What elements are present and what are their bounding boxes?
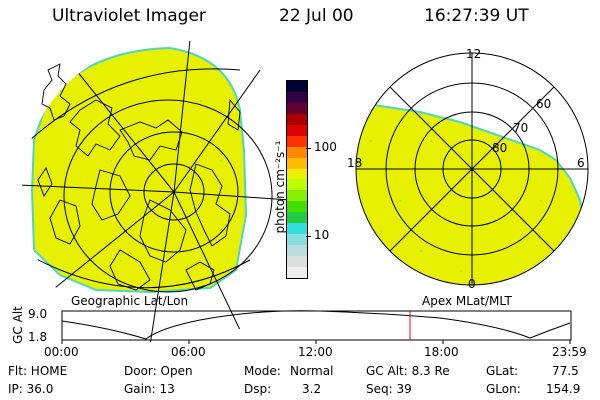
mlt-label-6: 6 <box>577 156 585 170</box>
filter-status: Flt: HOME <box>8 364 68 378</box>
glat-label: GLat: <box>486 364 519 378</box>
colorbar-segment <box>287 223 307 235</box>
x-tick-1200: 12:00 <box>298 345 333 359</box>
mlat-label-80: 80 <box>492 141 508 155</box>
altitude-curve <box>61 310 571 340</box>
door-status: Door: Open <box>124 364 193 378</box>
mlt-label-18: 18 <box>347 156 363 170</box>
colorbar-segment <box>287 157 307 169</box>
colorbar-segment <box>287 124 307 136</box>
colorbar-label-10: 10 <box>314 228 330 242</box>
colorbar-segment <box>287 168 307 180</box>
colorbar-segment <box>287 245 307 256</box>
colorbar-segment <box>287 234 307 246</box>
mlt-label-0: 0 <box>468 277 476 291</box>
colorbar-segment <box>287 81 307 92</box>
colorbar-segment <box>287 190 307 202</box>
colorbar-segment <box>287 201 307 213</box>
glon-label: GLon: <box>486 382 521 396</box>
colorbar-segment <box>287 135 307 147</box>
colorbar-segment <box>287 179 307 191</box>
gain-status: Gain: 13 <box>124 382 175 396</box>
x-tick-2359: 23:59 <box>552 345 587 359</box>
colorbar-unit-label: photon cm⁻²s⁻¹ <box>273 140 287 234</box>
dsp-label: Dsp: <box>244 382 272 396</box>
aurora-image-right <box>356 98 586 285</box>
glon-value: 154.9 <box>546 382 581 396</box>
aurora-image-left <box>30 46 248 294</box>
colorbar-segment <box>287 146 307 158</box>
colorbar-segment <box>287 91 307 103</box>
seq-status: Seq: 39 <box>366 382 412 396</box>
mode-value: Normal <box>290 364 334 378</box>
x-tick-0600: 06:00 <box>171 345 206 359</box>
ip-status: IP: 36.0 <box>8 382 54 396</box>
time-label: 16:27:39 UT <box>424 6 529 26</box>
instrument-title: Ultraviolet Imager <box>52 6 206 26</box>
glat-value: 77.5 <box>552 364 579 378</box>
altitude-ylabel: GC Alt <box>11 306 25 344</box>
altitude-y-bottom: 1.8 <box>28 330 48 344</box>
x-tick-1800: 18:00 <box>424 345 459 359</box>
altitude-y-top: 9.0 <box>28 307 48 321</box>
colorbar-segment <box>287 266 307 278</box>
colorbar-tick-100 <box>306 148 311 149</box>
mode-label: Mode: <box>244 364 281 378</box>
colorbar-segment <box>287 212 307 224</box>
colorbar-segment <box>287 113 307 125</box>
colorbar-label-100: 100 <box>314 140 337 154</box>
right-panel-caption: Apex MLat/MLT <box>422 294 512 308</box>
dsp-value: 3.2 <box>302 382 322 396</box>
colorbar-segment <box>287 256 307 267</box>
left-panel-caption: Geographic Lat/Lon <box>71 294 189 308</box>
mlt-label-12: 12 <box>466 47 482 61</box>
gc-alt-status: GC Alt: 8.3 Re <box>366 364 450 378</box>
x-tick-0000: 00:00 <box>44 345 79 359</box>
date-label: 22 Jul 00 <box>279 6 354 26</box>
colorbar-segment <box>287 102 307 114</box>
coastlines <box>37 63 241 291</box>
mlat-label-60: 60 <box>536 97 552 111</box>
colorbar-tick-10 <box>306 236 311 237</box>
mlat-label-70: 70 <box>513 121 529 135</box>
intensity-colorbar <box>286 80 308 279</box>
